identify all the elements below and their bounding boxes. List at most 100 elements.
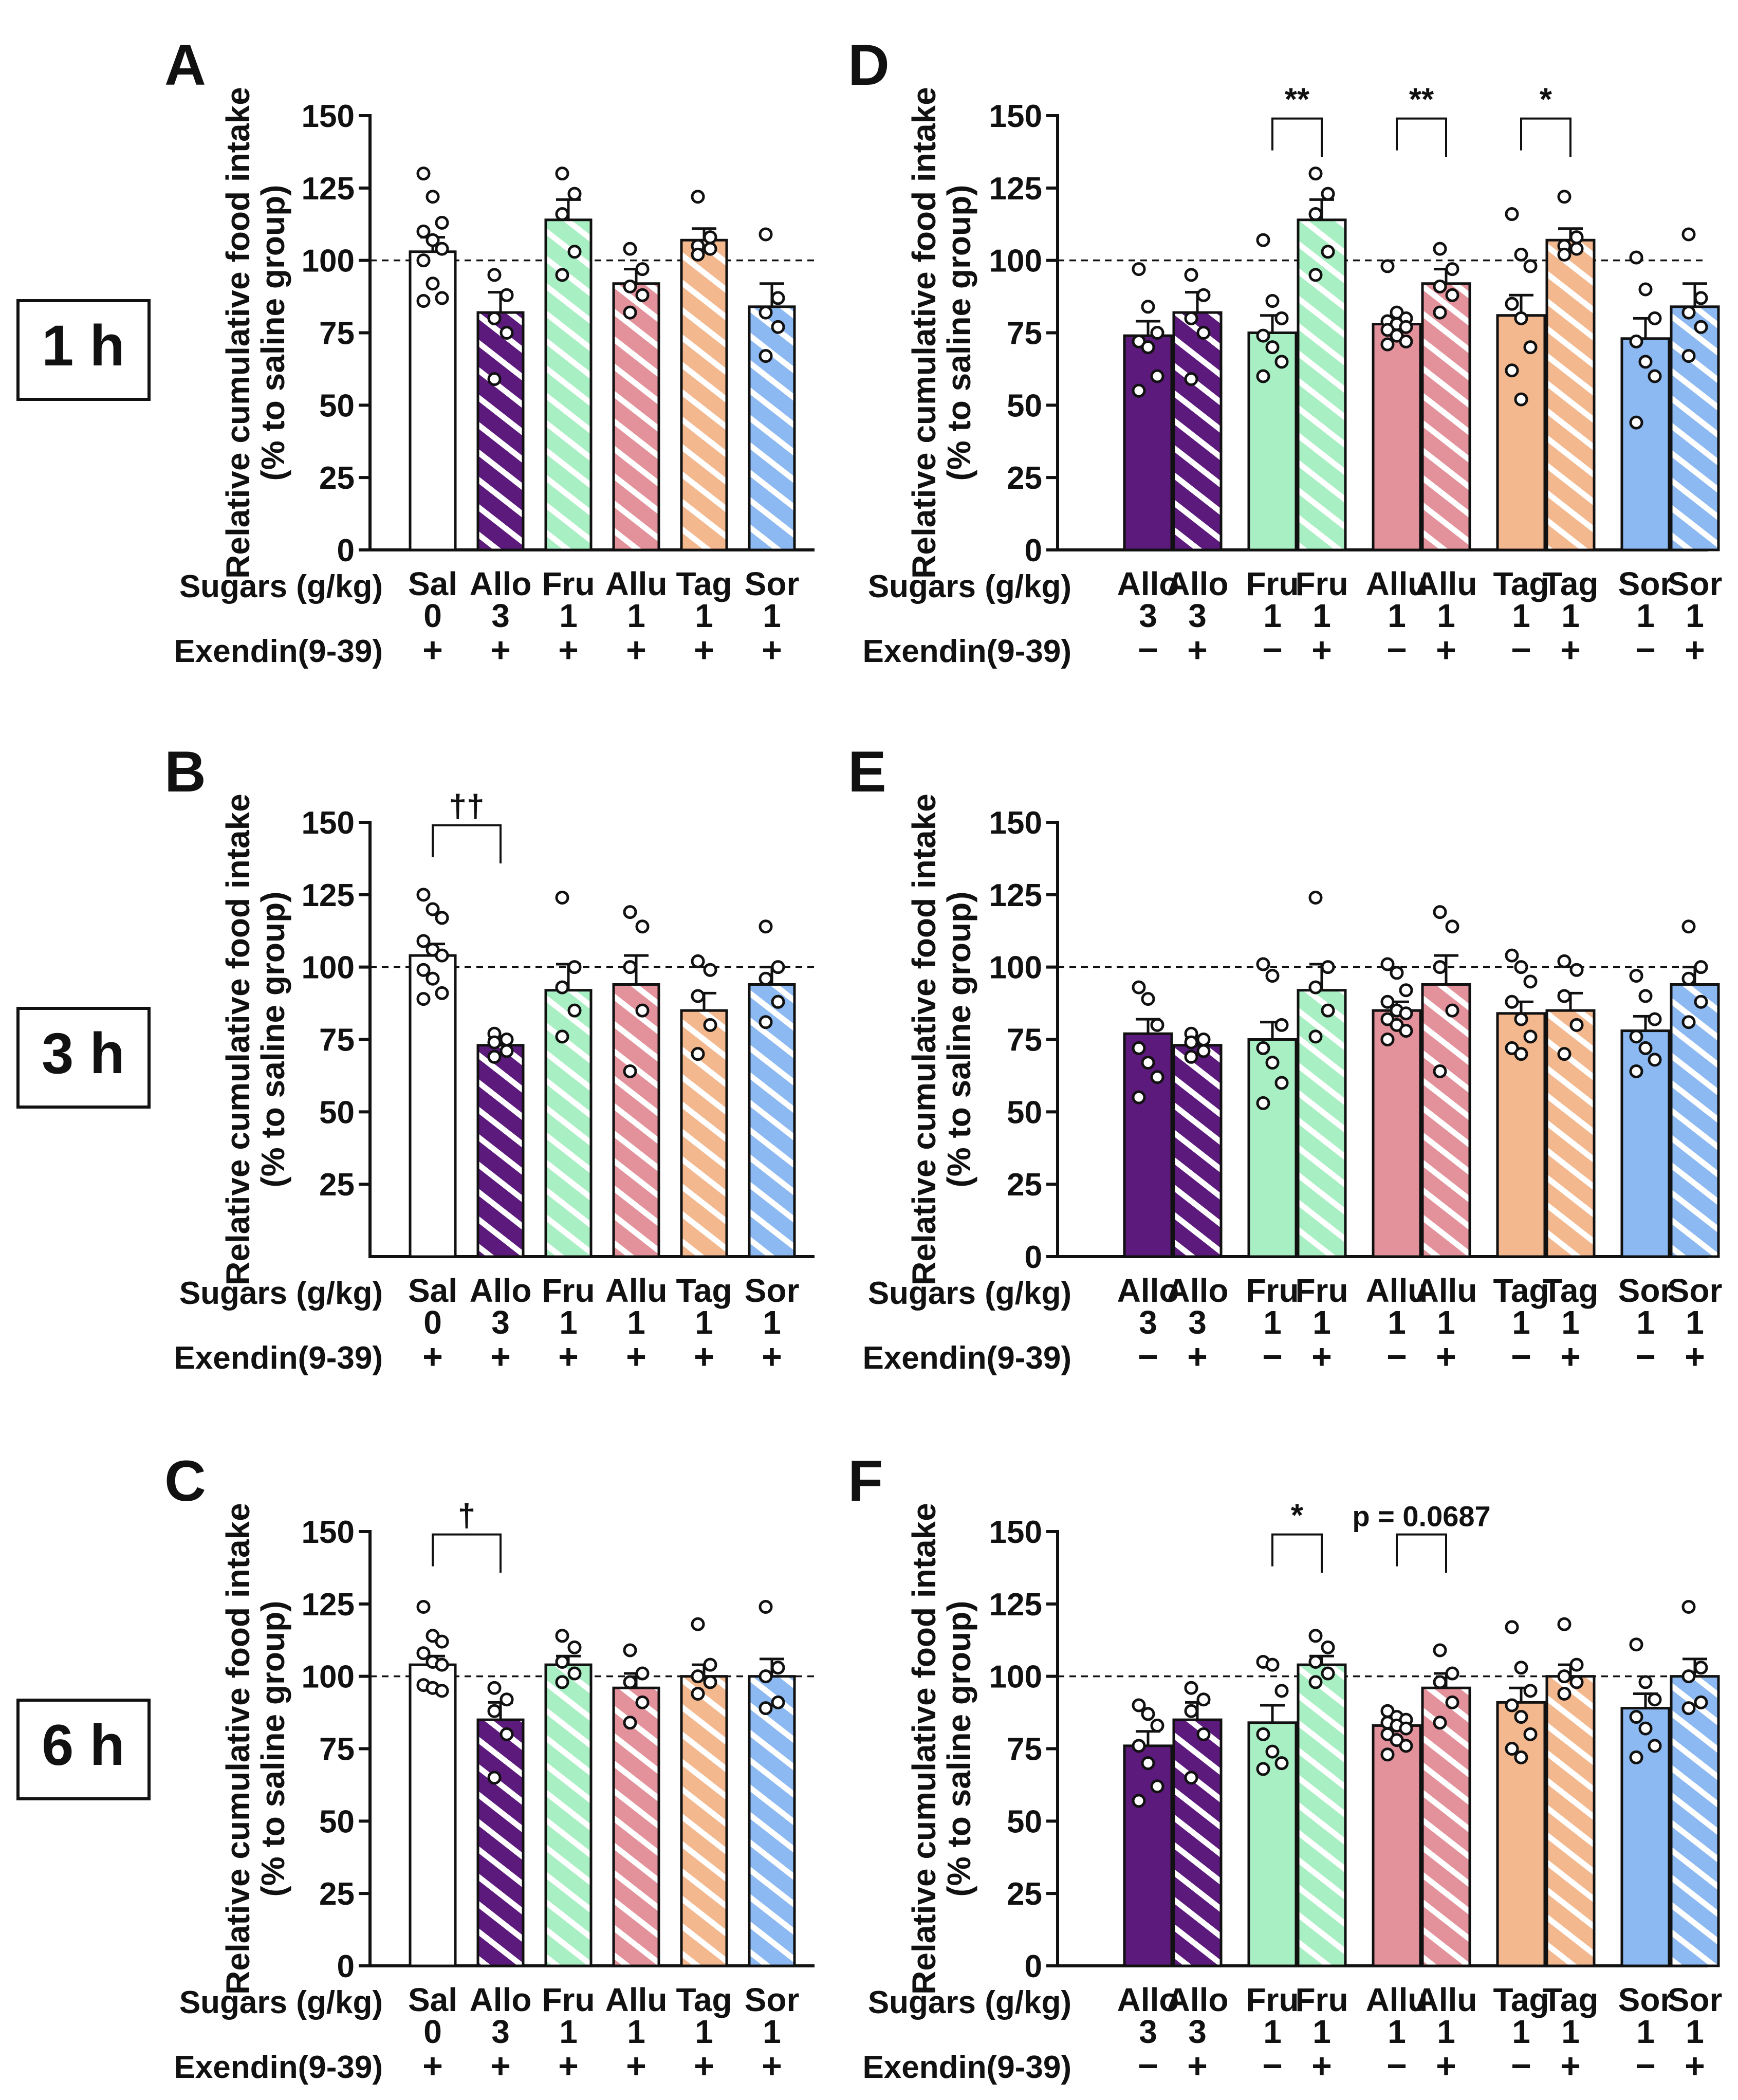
- y-tick-label: 100: [302, 244, 355, 279]
- exendin-label: −: [1386, 2047, 1407, 2086]
- exendin-label: +: [1560, 2047, 1581, 2086]
- dose-label: 1: [1388, 2013, 1406, 2050]
- data-point: [1648, 1739, 1662, 1753]
- y-tick-label: 75: [1007, 1732, 1042, 1767]
- data-point: [1433, 905, 1447, 919]
- data-point: [1196, 1044, 1211, 1058]
- dose-label: 1: [1312, 2013, 1331, 2050]
- bar-fru: [1247, 331, 1298, 551]
- data-point: [703, 242, 717, 256]
- data-point: [1308, 1029, 1323, 1044]
- data-point: [1681, 1701, 1696, 1716]
- x-category-label: Allo: [1117, 1272, 1179, 1309]
- exendin-label: +: [1311, 1337, 1332, 1376]
- y-tick-label: 150: [302, 99, 355, 134]
- x-category-label: Allo: [470, 1272, 532, 1309]
- dose-label: 1: [1263, 597, 1282, 634]
- exendin-label: +: [1685, 2047, 1705, 2086]
- dose-label: 1: [763, 2013, 781, 2050]
- data-point: [1196, 288, 1211, 302]
- data-point: [1150, 1018, 1164, 1032]
- bar-allo: [1123, 1032, 1173, 1258]
- exendin-label: −: [1386, 631, 1407, 670]
- x-category-label: Allo: [1117, 1981, 1179, 2018]
- x-category-label: Fru: [1246, 1272, 1299, 1309]
- data-point: [1321, 1666, 1335, 1681]
- data-point: [1514, 1710, 1528, 1724]
- y-tick-label: 25: [319, 1167, 355, 1203]
- data-point: [1274, 1684, 1289, 1698]
- data-point: [1196, 326, 1211, 340]
- data-point: [1274, 1756, 1289, 1771]
- data-point: [1256, 1096, 1270, 1110]
- data-point: [1433, 1716, 1447, 1730]
- data-point: [1557, 1686, 1571, 1701]
- bar-sor: [1620, 337, 1671, 551]
- y-tick-label: 50: [319, 1804, 355, 1839]
- data-point: [1274, 311, 1289, 325]
- y-tick-label: 0: [337, 1949, 355, 1984]
- exendin-label: +: [626, 2047, 646, 2086]
- data-point: [416, 167, 431, 181]
- data-point: [416, 224, 431, 238]
- significance-label: **: [1285, 82, 1310, 118]
- data-point: [691, 190, 705, 204]
- exendin-label: +: [762, 1337, 782, 1376]
- row-label-exendin: Exendin(9-39): [862, 2050, 1071, 2085]
- data-point: [500, 1692, 514, 1707]
- data-point: [1132, 1698, 1146, 1712]
- significance-label: †: [458, 1498, 475, 1534]
- y-tick-label: 150: [989, 99, 1042, 134]
- data-point: [435, 911, 449, 925]
- data-point: [623, 1716, 637, 1730]
- data-point: [1321, 960, 1335, 974]
- exendin-label: +: [422, 1337, 443, 1376]
- data-point: [1681, 919, 1696, 934]
- y-tick-label: 150: [302, 805, 355, 841]
- y-axis-label: Relative cumulative food intake: [219, 794, 256, 1285]
- data-point: [1648, 311, 1662, 325]
- bar-allu-hatched: [1421, 1686, 1471, 1967]
- y-tick-label: 25: [1007, 1876, 1042, 1912]
- data-point: [416, 294, 431, 308]
- data-point: [426, 902, 440, 916]
- exendin-label: −: [1511, 2047, 1531, 2086]
- data-point: [1514, 1047, 1528, 1061]
- data-point: [1399, 983, 1413, 998]
- panel-d: D Relative cumulative food intake(% to sa…: [848, 33, 1722, 670]
- dose-label: 1: [1686, 597, 1704, 634]
- data-point: [691, 1669, 705, 1684]
- data-point: [1514, 1750, 1528, 1764]
- dose-label: 3: [1188, 2013, 1207, 2050]
- data-point: [691, 247, 705, 262]
- data-point: [1274, 1076, 1289, 1090]
- data-point: [1399, 1739, 1413, 1753]
- exendin-label: +: [422, 2047, 443, 2086]
- x-category-label: Fru: [1295, 1981, 1348, 2018]
- x-category-label: Sal: [408, 1272, 457, 1309]
- exendin-label: +: [1560, 1337, 1581, 1376]
- data-point: [1150, 1070, 1164, 1084]
- data-point: [1256, 328, 1270, 343]
- bar-fru-hatched: [1297, 218, 1347, 551]
- x-category-label: Sor: [1668, 565, 1723, 602]
- x-category-label: Allu: [605, 1272, 668, 1309]
- data-point: [1433, 279, 1447, 293]
- data-point: [623, 305, 637, 320]
- data-point: [1569, 963, 1584, 977]
- dose-label: 1: [1312, 597, 1331, 634]
- bar-allu: [1372, 1009, 1422, 1258]
- data-point: [555, 1629, 569, 1643]
- data-point: [1433, 1643, 1447, 1657]
- data-point: [1380, 1033, 1395, 1046]
- panel-letter: C: [164, 1449, 206, 1513]
- bar-allo-hatched: [1172, 311, 1223, 551]
- panel-letter: F: [848, 1449, 883, 1513]
- y-axis-label-units: (% to saline group): [940, 892, 977, 1188]
- data-point: [1184, 1771, 1198, 1785]
- dose-label: 1: [695, 1304, 713, 1341]
- data-point: [1694, 960, 1708, 974]
- bar-sor: [1620, 1707, 1671, 1967]
- data-point: [555, 1029, 569, 1044]
- bar-allu-hatched: [612, 282, 660, 551]
